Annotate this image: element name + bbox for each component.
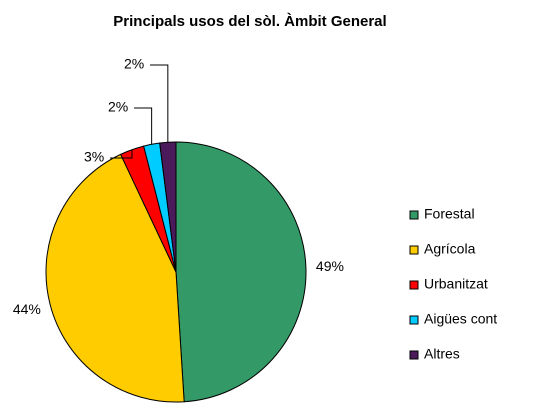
legend-swatch [409,210,419,220]
legend-swatch [409,280,419,290]
data-label: 49% [316,258,344,274]
chart-title: Principals usos del sòl. Àmbit General [113,13,386,30]
data-label: 3% [84,149,104,165]
leader-line [134,107,153,145]
legend-swatch [409,315,419,325]
legend-label: Aigües cont [424,311,497,327]
legend-label: Agrícola [424,241,476,257]
pie-slice [175,141,307,403]
data-label: 2% [124,56,144,72]
data-label: 44% [13,301,41,317]
legend-swatch [409,245,419,255]
leader-line [110,149,133,159]
legend-label: Urbanitzat [424,276,488,292]
data-label: 2% [108,99,128,115]
legend-swatch [409,350,419,360]
legend-label: Forestal [424,206,475,222]
legend-label: Altres [424,346,460,362]
leader-line [150,64,169,143]
